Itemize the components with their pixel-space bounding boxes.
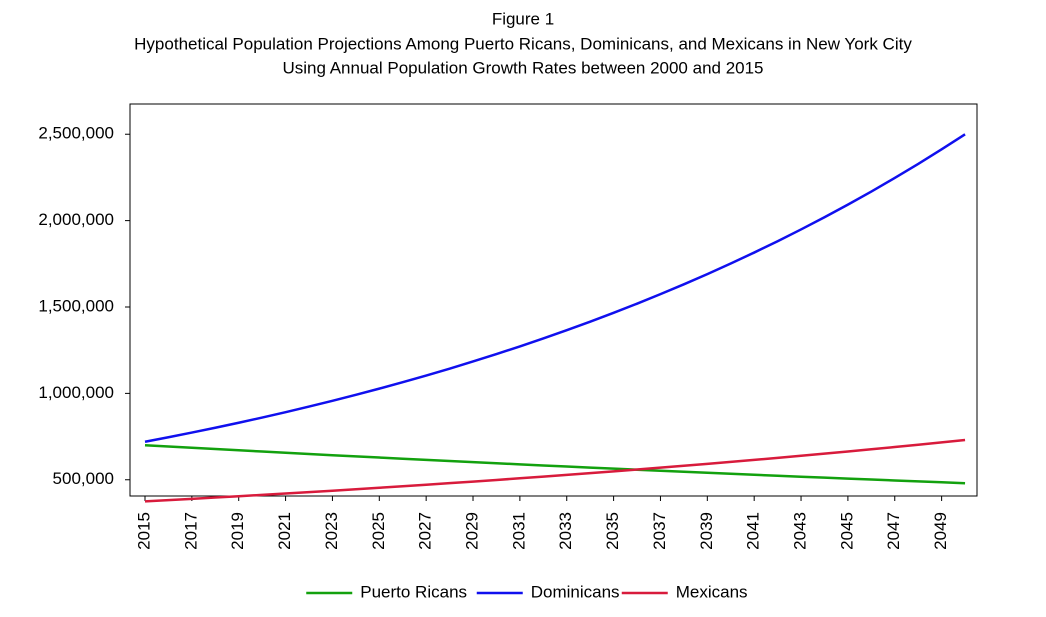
x-tick-label: 2035 [603,512,622,550]
line-series [144,443,966,485]
legend-label: Puerto Ricans [360,582,467,601]
x-tick-label: 2043 [791,512,810,550]
x-tick-label: 2039 [697,512,716,550]
x-tick-label: 2019 [228,512,247,550]
x-tick-label: 2031 [509,512,528,550]
y-tick-label: 1,000,000 [38,383,114,402]
chart-title: Hypothetical Population Projections Amon… [134,34,912,53]
chart-title: Figure 1 [492,9,554,28]
x-tick-label: 2017 [181,512,200,550]
y-tick-label: 2,500,000 [38,124,114,143]
x-tick-label: 2021 [275,512,294,550]
y-tick-label: 2,000,000 [38,210,114,229]
legend-label: Mexicans [676,582,748,601]
x-tick-label: 2023 [322,512,341,550]
x-tick-label: 2041 [744,512,763,550]
chart-title: Using Annual Population Growth Rates bet… [282,58,763,77]
y-tick-label: 1,500,000 [38,296,114,315]
x-tick-label: 2049 [931,512,950,550]
x-tick-label: 2033 [556,512,575,550]
x-tick-label: 2027 [416,512,435,550]
x-tick-label: 2025 [369,512,388,550]
line-series [144,438,966,503]
plot-frame [129,103,978,497]
x-tick-label: 2015 [134,512,153,550]
line-series [144,133,966,443]
x-tick-label: 2037 [650,512,669,550]
x-tick-label: 2047 [884,512,903,550]
x-tick-label: 2045 [837,512,856,550]
legend-label: Dominicans [531,582,620,601]
y-tick-label: 500,000 [53,469,114,488]
x-tick-label: 2029 [463,512,482,550]
